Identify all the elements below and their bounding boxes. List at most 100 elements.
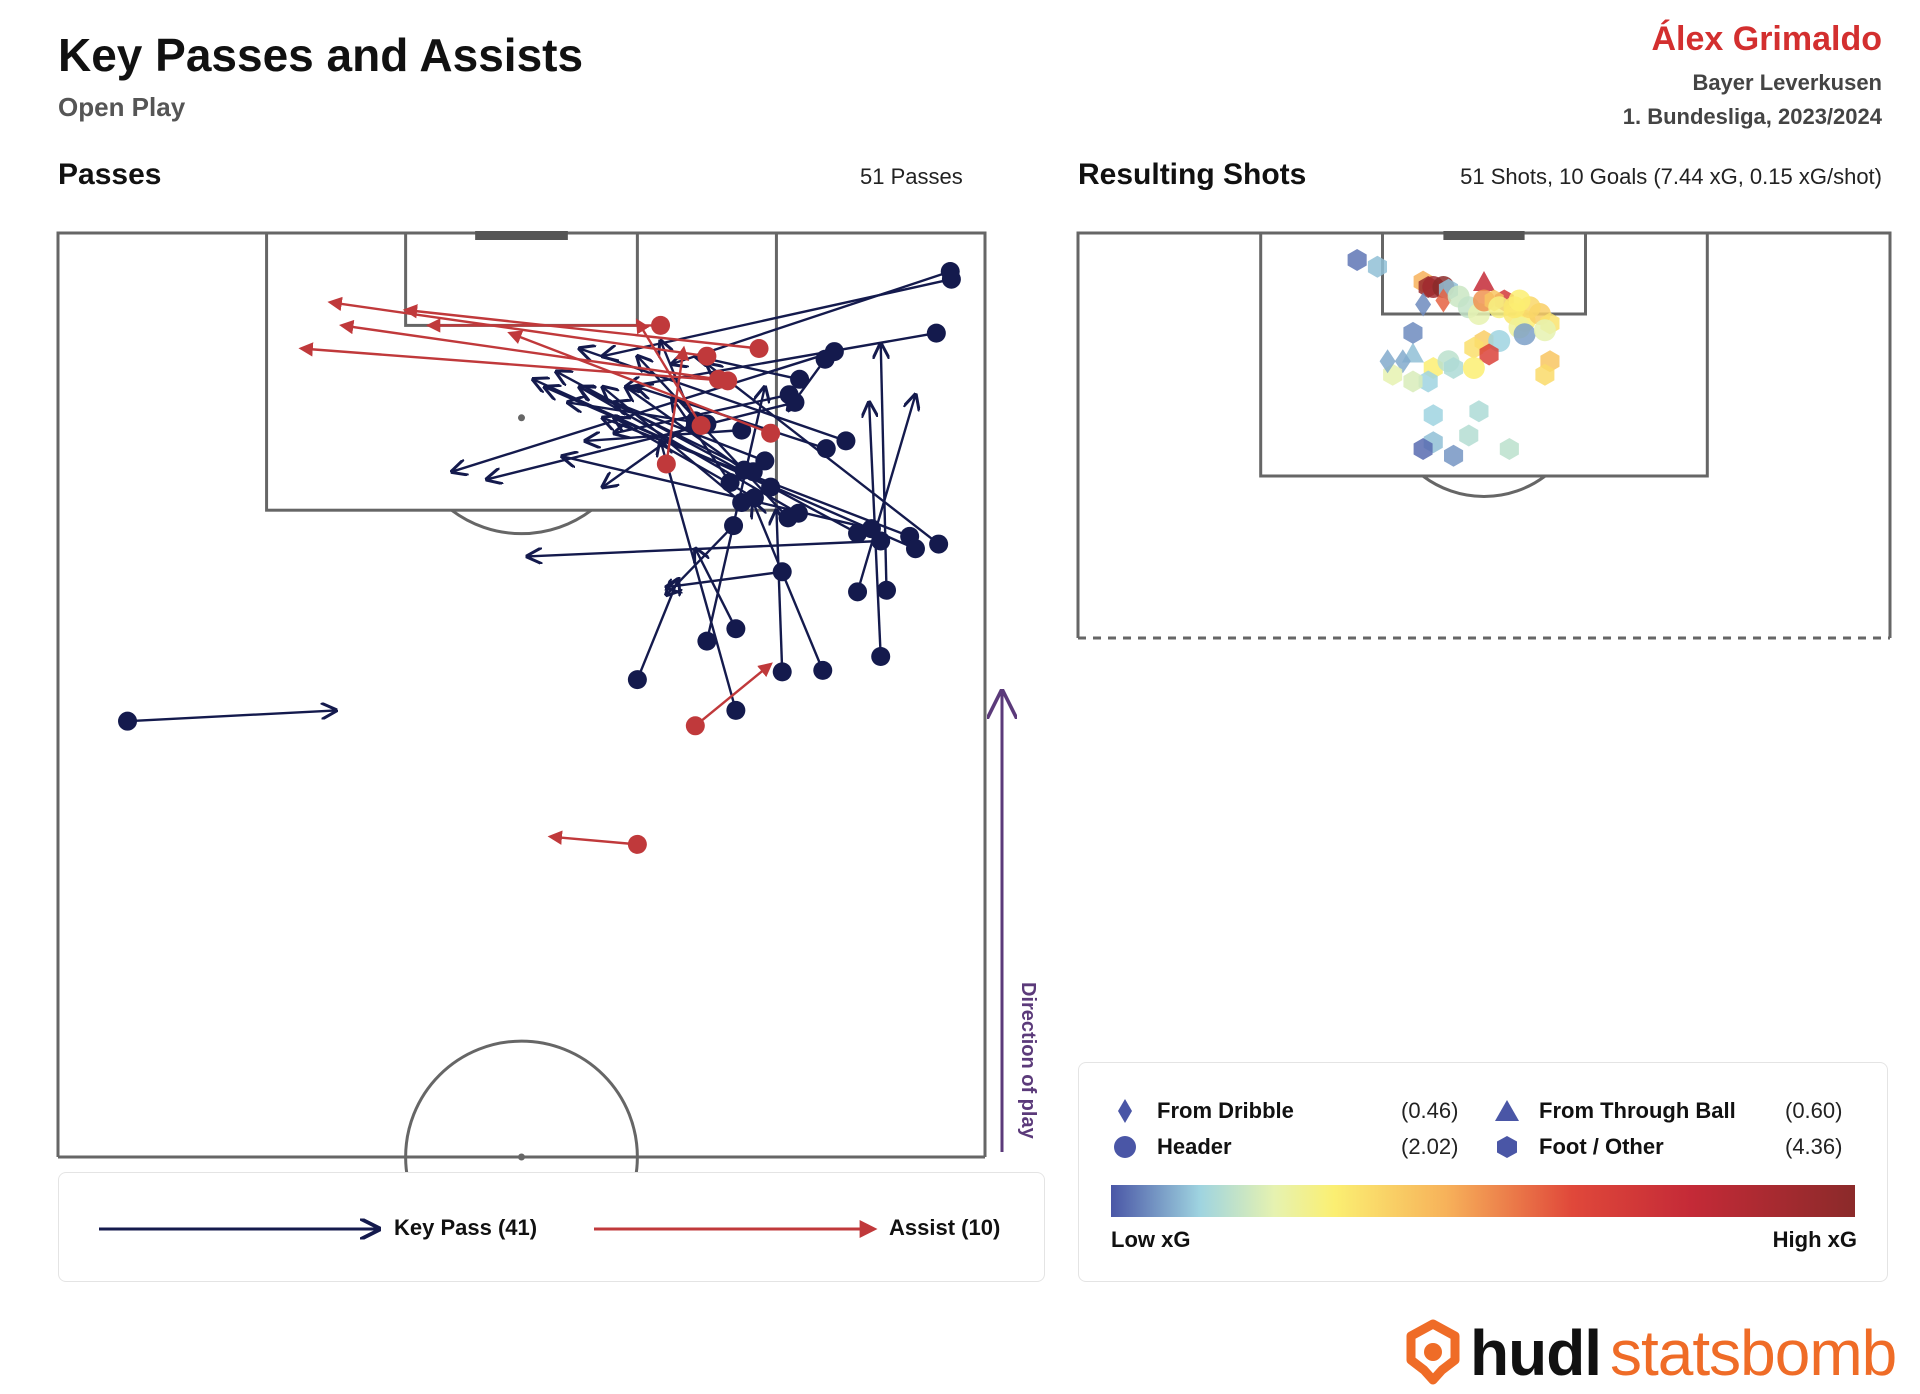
key-pass-line bbox=[666, 570, 783, 587]
shot-foot-point bbox=[1444, 444, 1464, 467]
key-pass-start-point bbox=[785, 392, 805, 412]
assist-start-point bbox=[749, 339, 769, 358]
key-pass-line bbox=[127, 710, 337, 723]
shot-foot-point bbox=[1347, 249, 1367, 271]
shot-dribble-point bbox=[1379, 349, 1396, 374]
shot-foot-point bbox=[1444, 357, 1464, 379]
key-pass-legend-label: Key Pass (41) bbox=[394, 1215, 538, 1240]
assist-line bbox=[694, 662, 773, 727]
shot-foot-point bbox=[1403, 370, 1423, 393]
shot-foot-point bbox=[1413, 438, 1433, 460]
shots-panel-title: Resulting Shots bbox=[1078, 158, 1307, 191]
key-pass-line bbox=[636, 580, 678, 681]
key-pass-line bbox=[881, 344, 887, 591]
foot-other-shape-icon bbox=[1497, 1136, 1517, 1158]
key-pass-line bbox=[661, 441, 738, 711]
key-pass-start-point bbox=[732, 420, 752, 440]
shots-goal bbox=[1443, 231, 1525, 240]
key-pass-start-point bbox=[724, 516, 744, 536]
assist-start-point bbox=[656, 454, 676, 474]
foot-other-value: (4.36) bbox=[1785, 1134, 1843, 1159]
passes-pitch-chart: Direction of play bbox=[56, 231, 1039, 1180]
header-value: (2.02) bbox=[1401, 1134, 1459, 1159]
shot-header-point bbox=[1513, 323, 1536, 346]
key-pass-line bbox=[626, 387, 745, 472]
shot-foot-point bbox=[1403, 321, 1423, 344]
header-shape-icon bbox=[1114, 1136, 1136, 1158]
key-pass-start-point bbox=[877, 580, 897, 600]
shots-pitch-chart bbox=[1076, 231, 1892, 640]
key-pass-start-point bbox=[726, 619, 746, 639]
shot-foot-point bbox=[1469, 400, 1489, 423]
key-pass-line bbox=[672, 270, 951, 364]
assist-start-point bbox=[627, 834, 647, 854]
penalty-spot bbox=[518, 414, 525, 422]
key-pass-start-point bbox=[815, 349, 835, 369]
shot-legend: From Dribble (0.46) From Through Ball (0… bbox=[1078, 1062, 1888, 1282]
foot-other-label: Foot / Other bbox=[1539, 1134, 1664, 1159]
dribble-value: (0.46) bbox=[1401, 1098, 1459, 1123]
shot-header-point bbox=[1508, 289, 1531, 312]
key-pass-start-point bbox=[941, 269, 961, 289]
assist-line bbox=[547, 830, 638, 846]
key-pass-line bbox=[487, 401, 796, 479]
hudl-statsbomb-logo: hudl statsbomb bbox=[1400, 1317, 1897, 1389]
passes-count: 51 Passes bbox=[860, 164, 963, 189]
key-pass-line bbox=[856, 395, 916, 593]
assist-start-point bbox=[685, 716, 705, 736]
key-pass-start-point bbox=[813, 660, 833, 680]
key-pass-line bbox=[603, 419, 697, 487]
header-label: Header bbox=[1157, 1134, 1232, 1159]
key-pass-start-point bbox=[816, 439, 836, 459]
shot-foot-point bbox=[1535, 363, 1555, 386]
competition-label: 1. Bundesliga, 2023/2024 bbox=[1622, 104, 1882, 129]
high-xg-label: High xG bbox=[1772, 1227, 1857, 1252]
assist-start-point bbox=[761, 423, 781, 443]
shot-through-ball-point bbox=[1473, 270, 1495, 291]
shot-foot-point bbox=[1499, 438, 1519, 460]
dribble-label: From Dribble bbox=[1157, 1098, 1294, 1123]
key-pass-line bbox=[695, 549, 737, 630]
shots-penalty-arc bbox=[1421, 474, 1547, 499]
player-name: Álex Grimaldo bbox=[1651, 20, 1882, 58]
statsbomb-logo-icon bbox=[1406, 1319, 1460, 1385]
page-subtitle: Open Play bbox=[58, 92, 186, 122]
shot-foot-point bbox=[1423, 404, 1443, 427]
through-ball-shape-icon bbox=[1495, 1100, 1519, 1121]
assist-line bbox=[507, 330, 772, 435]
shots-layer bbox=[1347, 249, 1560, 467]
key-pass-start-point bbox=[720, 472, 740, 492]
key-pass-start-point bbox=[926, 323, 946, 343]
key-pass-start-point bbox=[836, 431, 856, 451]
assist-legend-label: Assist (10) bbox=[889, 1215, 1001, 1240]
key-pass-start-point bbox=[861, 519, 881, 539]
assist-line bbox=[298, 342, 728, 383]
key-pass-start-point bbox=[778, 508, 798, 528]
logo-statsbomb-text: statsbomb bbox=[1610, 1317, 1897, 1389]
shot-dribble-point bbox=[1435, 288, 1452, 313]
key-pass-start-point bbox=[726, 700, 746, 720]
assist-line bbox=[327, 296, 708, 358]
assist-line bbox=[339, 319, 719, 381]
key-pass-start-point bbox=[761, 477, 781, 497]
low-xg-label: Low xG bbox=[1111, 1227, 1191, 1252]
key-pass-start-point bbox=[871, 647, 891, 666]
key-pass-start-point bbox=[118, 711, 138, 731]
shot-dribble-point bbox=[1394, 349, 1411, 374]
assist-start-point bbox=[651, 315, 671, 335]
assist-start-point bbox=[697, 346, 717, 366]
shot-header-point bbox=[1462, 357, 1485, 379]
key-pass-line bbox=[545, 387, 916, 550]
key-pass-start-point bbox=[772, 662, 792, 682]
passes-layer bbox=[118, 262, 961, 854]
center-circle bbox=[404, 1039, 639, 1180]
pass-legend: Key Pass (41) Assist (10) bbox=[58, 1172, 1045, 1282]
shot-foot-point bbox=[1464, 336, 1484, 359]
shot-foot-point bbox=[1418, 370, 1438, 393]
shots-summary: 51 Shots, 10 Goals (7.44 xG, 0.15 xG/sho… bbox=[1460, 164, 1882, 189]
team-name: Bayer Leverkusen bbox=[1692, 70, 1882, 95]
key-pass-line bbox=[753, 503, 824, 671]
xg-colorbar bbox=[1111, 1185, 1855, 1217]
key-pass-line bbox=[776, 510, 782, 672]
penalty-arc bbox=[450, 509, 593, 536]
